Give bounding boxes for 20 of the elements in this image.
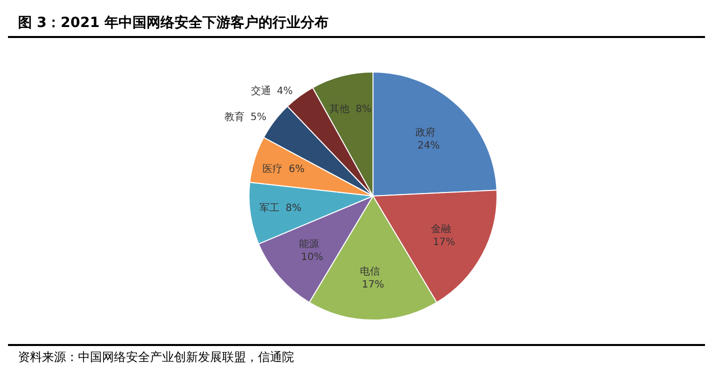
- data-label: 8%: [356, 104, 372, 116]
- slice-label: 金融: [431, 223, 452, 236]
- slice-label: 交通: [250, 84, 271, 97]
- data-label: 4%: [276, 86, 293, 97]
- slice-label: 能源: [299, 238, 320, 250]
- data-label: 17%: [432, 237, 456, 248]
- text: 资料来源：中国网络安全产业创新发展联盟，信通院: [18, 349, 295, 366]
- slice-label: 教育: [224, 110, 245, 123]
- data-label: 10%: [300, 252, 324, 263]
- slice-label: 医疗: [262, 162, 283, 175]
- data-label: 17%: [362, 280, 384, 291]
- slice-label: 电信: [360, 266, 380, 278]
- slice-label: 军工: [260, 203, 280, 214]
- data-label: 5%: [250, 112, 266, 123]
- data-label: 8%: [286, 203, 302, 214]
- data-label: 24%: [418, 140, 440, 152]
- data-label: 6%: [288, 164, 305, 175]
- chart-title: 图 3：2021 年中国网络安全下游客户的行业分布: [8, 8, 705, 38]
- slice-label: 其他: [330, 103, 350, 116]
- slice-label: 政府: [416, 126, 436, 139]
